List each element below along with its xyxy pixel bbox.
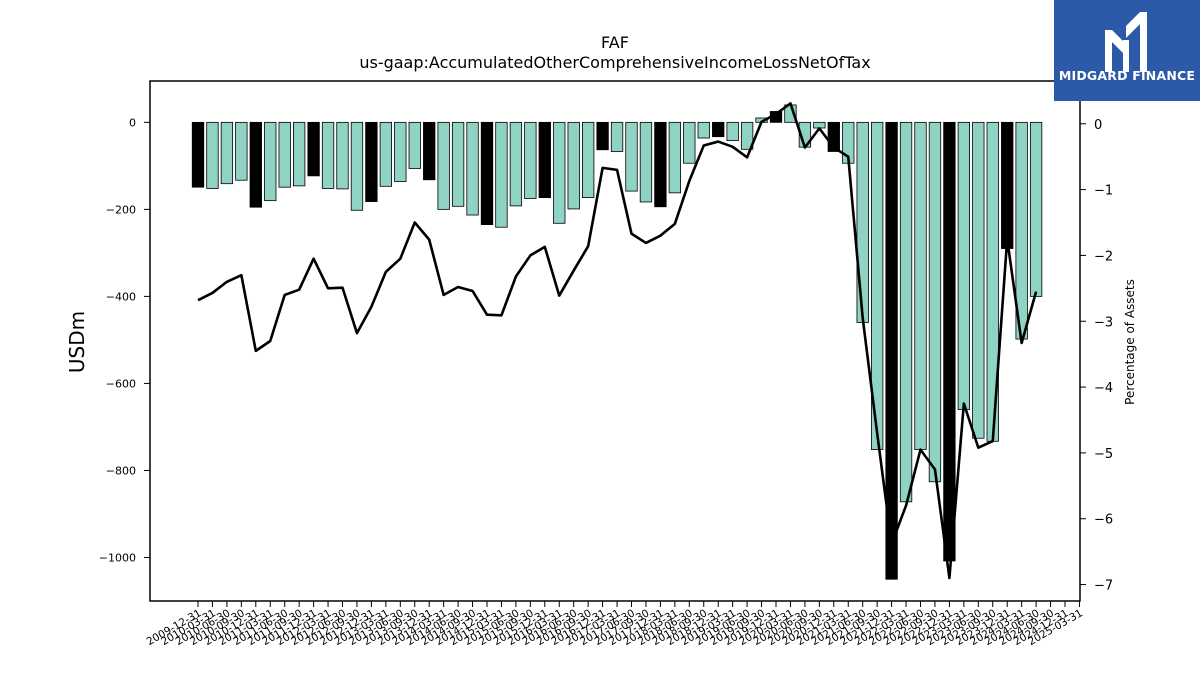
bar-2015-06-30 (509, 121, 523, 207)
pct-assets-line (197, 102, 1038, 580)
ytick-label: 0 (129, 116, 136, 129)
bar-2016-03-31 (553, 121, 566, 224)
y2tick-label: −3 (1094, 315, 1113, 330)
bar-2018-06-30 (683, 121, 696, 164)
bar-2014-03-31 (437, 121, 450, 210)
plot-frame (149, 80, 1081, 602)
y2-axis-label: Percentage of Assets (1123, 279, 1137, 405)
bar-2013-09-30 (408, 121, 421, 169)
bar-2022-09-30 (928, 121, 942, 483)
bar-2014-09-30 (466, 121, 479, 216)
bar-2019-03-31 (726, 121, 739, 142)
bar-2015-09-30 (524, 121, 537, 199)
bar-2010-03-31 (206, 121, 219, 189)
left-axis: 0 −200 −400 −600 −800 −1000 (99, 116, 150, 564)
bar-2012-06-30 (336, 121, 349, 190)
bar-2021-06-30 (856, 121, 869, 323)
y2tick-label: −7 (1094, 579, 1113, 594)
bar-2010-09-30 (235, 121, 248, 181)
bar-2016-09-30 (582, 121, 595, 199)
x-axis: 2009-12-312010-03-312010-06-302010-09-30… (145, 601, 1085, 648)
bar-2009-12-31 (191, 121, 205, 188)
y2tick-label: 0 (1094, 118, 1102, 133)
bar-2021-12-31 (885, 121, 898, 580)
bar-2023-03-31 (957, 121, 970, 410)
bar-2016-06-30 (567, 121, 580, 210)
bar-2023-06-30 (972, 121, 985, 439)
bar-2013-12-31 (423, 121, 436, 181)
bar-2011-03-31 (264, 121, 277, 202)
y2tick-label: −1 (1094, 184, 1113, 199)
bar-2014-12-31 (480, 121, 494, 225)
bars-layer (191, 104, 1043, 580)
brand-name: MIDGARD FINANCE (1058, 68, 1196, 83)
bar-2012-03-31 (321, 121, 335, 189)
bar-2021-09-30 (871, 121, 884, 450)
bar-2017-06-30 (625, 121, 638, 192)
line-layer (197, 102, 1038, 580)
bar-2019-06-30 (740, 121, 754, 150)
bar-2018-09-30 (697, 121, 710, 139)
bar-2022-03-31 (899, 121, 913, 503)
y2tick-label: −4 (1094, 381, 1113, 396)
midgard-logo-icon (1105, 12, 1147, 72)
bar-2015-03-31 (495, 121, 508, 228)
bar-2022-12-31 (943, 121, 956, 562)
bar-2013-06-30 (394, 121, 407, 182)
bar-2017-03-31 (610, 121, 624, 152)
right-axis: 0 −1 −2 −3 −4 −5 −6 −7 (1080, 118, 1113, 594)
brand-logo: MIDGARD FINANCE (1054, 0, 1200, 101)
bar-2011-12-31 (307, 121, 320, 177)
bar-2024-06-30 (1029, 121, 1043, 297)
bar-2011-09-30 (292, 121, 306, 187)
bar-2020-12-31 (827, 121, 840, 152)
bar-2017-09-30 (639, 121, 653, 203)
ytick-label: −400 (106, 290, 136, 303)
y-axis-label: USDm (65, 311, 89, 373)
ytick-label: −1000 (99, 551, 136, 564)
bar-2011-06-30 (278, 121, 291, 188)
bar-2018-03-31 (668, 121, 681, 194)
ytick-label: −800 (106, 464, 136, 477)
bar-2010-06-30 (220, 121, 234, 185)
bar-2012-09-30 (350, 121, 364, 211)
bar-2013-03-31 (379, 121, 393, 187)
bar-2017-12-31 (654, 121, 667, 208)
bar-2023-12-31 (1001, 121, 1014, 249)
y2tick-label: −5 (1094, 447, 1113, 462)
bar-2018-12-31 (712, 121, 725, 138)
chart-title: FAF (601, 33, 629, 52)
y2tick-label: −6 (1094, 513, 1113, 528)
bar-2010-12-31 (249, 121, 262, 208)
bar-2022-06-30 (914, 121, 927, 450)
bar-2014-06-30 (451, 121, 465, 207)
chart-subtitle: us-gaap:AccumulatedOtherComprehensiveInc… (359, 53, 870, 72)
bar-2015-12-31 (538, 121, 551, 199)
y2tick-label: −2 (1094, 249, 1113, 264)
bar-2012-12-31 (365, 121, 378, 202)
ytick-label: −200 (106, 203, 136, 216)
bar-2016-12-31 (596, 121, 609, 151)
ytick-label: −600 (106, 377, 136, 390)
